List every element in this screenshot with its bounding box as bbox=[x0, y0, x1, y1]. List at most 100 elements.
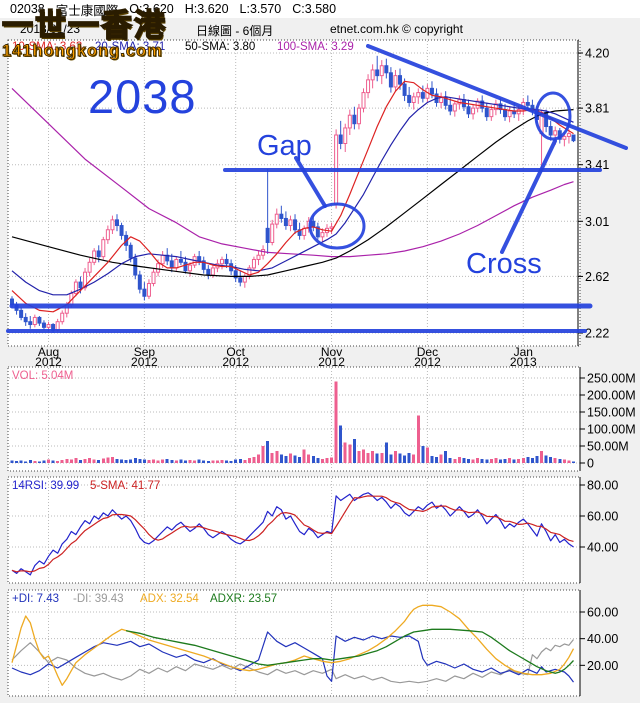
volume-bar bbox=[147, 459, 151, 463]
volume-bar bbox=[284, 456, 288, 463]
candle-body bbox=[265, 227, 270, 243]
rsi-sma-line bbox=[11, 495, 574, 573]
x-tick-year: 2012 bbox=[414, 355, 441, 369]
volume-bar bbox=[229, 460, 233, 463]
candle-body bbox=[210, 267, 215, 276]
candle-body bbox=[41, 322, 46, 328]
minus-di-line bbox=[11, 639, 574, 684]
volume-bar bbox=[448, 457, 452, 463]
chart-subheader: 2013/01/23 日線圖 - 6個月 etnet.com.hk © copy… bbox=[0, 22, 640, 38]
volume-bar bbox=[562, 459, 566, 463]
volume-bar bbox=[179, 459, 183, 463]
candle-body bbox=[571, 134, 576, 142]
volume-bar bbox=[170, 459, 174, 463]
annotation-circle bbox=[308, 202, 366, 250]
candle-body bbox=[315, 226, 320, 238]
candle-body bbox=[146, 283, 151, 297]
dmi-legend-item: ADX: 32.54 bbox=[140, 593, 199, 605]
candle-body bbox=[32, 316, 37, 326]
volume-bar bbox=[215, 460, 219, 463]
x-tick-year: 2013 bbox=[510, 355, 537, 369]
volume-bar bbox=[480, 458, 484, 463]
volume-bar bbox=[247, 458, 251, 463]
volume-bar bbox=[78, 459, 82, 463]
volume-bar bbox=[343, 442, 347, 463]
volume-bar bbox=[60, 459, 64, 463]
volume-bar bbox=[220, 459, 224, 463]
y-tick-label: 100.00M bbox=[587, 423, 636, 437]
volume-bar bbox=[389, 454, 393, 463]
candle-body bbox=[37, 316, 42, 324]
candle-body bbox=[160, 254, 165, 265]
volume-bar bbox=[530, 458, 534, 463]
candle-body bbox=[489, 109, 494, 118]
volume-bar bbox=[19, 460, 23, 463]
low-value: L:3.570 bbox=[239, 2, 282, 16]
candle-body bbox=[366, 79, 371, 94]
panel-frame bbox=[7, 476, 581, 584]
candle-body bbox=[183, 261, 188, 272]
candle-body bbox=[507, 110, 512, 118]
volume-bar bbox=[302, 449, 306, 463]
volume-bar bbox=[69, 459, 73, 463]
volume-bar bbox=[202, 460, 206, 463]
volume-bar bbox=[553, 457, 557, 463]
price-legend-item: 20-SMA: 3.71 bbox=[95, 41, 165, 53]
volume-bar bbox=[330, 457, 334, 463]
y-tick-label: 40.00 bbox=[587, 632, 618, 646]
candle-body bbox=[105, 229, 110, 241]
x-tick-year: 2012 bbox=[131, 355, 158, 369]
candle-body bbox=[393, 75, 398, 88]
close-value: C:3.580 bbox=[292, 2, 337, 16]
volume-bar bbox=[133, 458, 137, 463]
annotation-gap-text: Gap bbox=[257, 130, 312, 162]
volume-bar bbox=[261, 446, 265, 463]
candle-body bbox=[188, 264, 193, 272]
volume-bar bbox=[439, 454, 443, 463]
volume-bar bbox=[293, 455, 297, 463]
volume-bar bbox=[384, 442, 388, 463]
volume-bar bbox=[380, 452, 384, 463]
volume-bar bbox=[24, 461, 28, 463]
volume-bar bbox=[92, 459, 96, 463]
candle-body bbox=[480, 100, 485, 109]
candle-body bbox=[420, 92, 425, 99]
candle-body bbox=[343, 127, 348, 145]
volume-bar bbox=[549, 456, 553, 463]
volume-bar bbox=[412, 454, 416, 463]
candle-body bbox=[114, 219, 119, 227]
volume-bar bbox=[183, 460, 187, 463]
annotation-line bbox=[500, 139, 557, 254]
sma10-line bbox=[11, 80, 574, 313]
volume-bar bbox=[325, 458, 329, 463]
volume-bar bbox=[234, 459, 238, 463]
annotation-cross-text: Cross bbox=[466, 248, 542, 280]
volume-bar bbox=[453, 458, 457, 463]
copyright-text: etnet.com.hk © copyright bbox=[330, 22, 463, 36]
volume-bar bbox=[489, 458, 493, 463]
volume-bar bbox=[425, 447, 429, 463]
quote-header: 02038 富士康國際 O:3.620 H:3.620 L:3.570 C:3.… bbox=[0, 0, 640, 18]
open-value: O:3.620 bbox=[129, 2, 174, 16]
candle-body bbox=[356, 107, 361, 125]
volume-bar bbox=[97, 459, 101, 463]
candle-body bbox=[466, 106, 471, 115]
volume-bar bbox=[101, 458, 105, 463]
candle-body bbox=[19, 309, 24, 318]
x-tick-month: Nov bbox=[321, 345, 342, 359]
stock-code: 02038 bbox=[10, 2, 45, 16]
candle-body bbox=[78, 281, 83, 289]
candle-body bbox=[553, 130, 558, 136]
candle-body bbox=[525, 101, 530, 106]
volume-bar bbox=[252, 456, 256, 463]
candle-body bbox=[128, 244, 133, 259]
volume-bar bbox=[535, 456, 539, 463]
annotation-line bbox=[366, 44, 628, 150]
volume-bar bbox=[165, 458, 169, 463]
y-tick-label: 80.00 bbox=[587, 479, 618, 493]
y-tick-label: 60.00 bbox=[587, 606, 618, 620]
y-tick-label: 3.81 bbox=[585, 102, 609, 116]
volume-bar bbox=[88, 457, 92, 463]
candle-body bbox=[311, 220, 316, 228]
